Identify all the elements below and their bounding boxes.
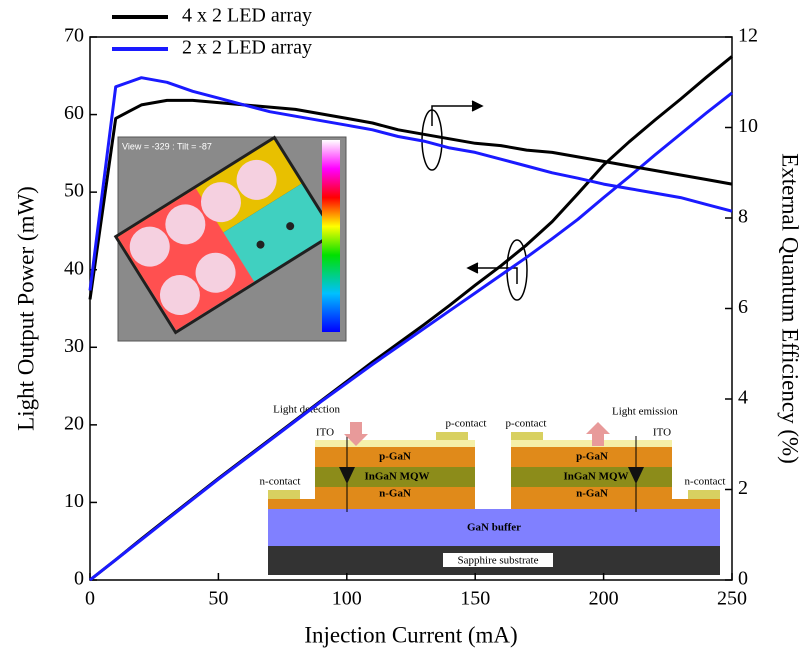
y-tick-label: 70: [64, 25, 84, 47]
y-tick-label: 60: [64, 102, 84, 124]
device-label: n-contact: [685, 476, 726, 488]
device-label: p-GaN: [379, 451, 411, 463]
emission-map-inset: View = -329 : Tilt = -87: [114, 135, 346, 341]
y2-tick-label: 0: [738, 568, 748, 590]
legend-label: 4 x 2 LED array: [182, 5, 312, 27]
y-tick-label: 40: [64, 257, 84, 279]
device-label: Light emission: [612, 406, 678, 418]
x-tick-label: 50: [208, 588, 228, 610]
device-label: ITO: [316, 427, 334, 439]
device-label: ITO: [653, 427, 671, 439]
device-inset: [268, 422, 720, 575]
device-label: InGaN MQW: [563, 471, 628, 483]
y2-tick-label: 4: [738, 387, 748, 409]
device-label: n-contact: [260, 476, 301, 488]
map-caption: View = -329 : Tilt = -87: [122, 141, 212, 151]
device-label: p-contact: [446, 418, 487, 430]
annotations: [422, 101, 527, 300]
y-tick-label: 30: [64, 335, 84, 357]
x-axis-label: Injection Current (mA): [304, 622, 517, 647]
y-tick-label: 10: [64, 490, 84, 512]
x-tick-label: 200: [589, 588, 619, 610]
y2-tick-label: 8: [738, 206, 748, 228]
device-label: n-GaN: [576, 488, 608, 500]
x-tick-label: 0: [85, 588, 95, 610]
x-tick-label: 100: [332, 588, 362, 610]
x-tick-label: 150: [460, 588, 490, 610]
y2-tick-label: 10: [738, 115, 758, 137]
y2-tick-label: 12: [738, 25, 758, 47]
y-tick-label: 20: [64, 412, 84, 434]
y2-tick-label: 6: [738, 296, 748, 318]
y-tick-label: 50: [64, 180, 84, 202]
y2-tick-label: 2: [738, 477, 748, 499]
y2-axis-label: External Quantum Efficiency (%): [778, 153, 803, 464]
device-label: p-GaN: [576, 451, 608, 463]
chart: View = -329 : Tilt = -87 Light detection…: [0, 0, 808, 655]
device-label: GaN buffer: [467, 522, 521, 534]
device-label: p-contact: [506, 418, 547, 430]
x-tick-label: 250: [717, 588, 747, 610]
y-tick-label: 0: [74, 568, 84, 590]
device-label: n-GaN: [379, 488, 411, 500]
y-axis-label: Light Output Power (mW): [13, 186, 38, 431]
legend-label: 2 x 2 LED array: [182, 37, 312, 59]
device-label: Sapphire substrate: [458, 555, 539, 567]
device-label: InGaN MQW: [364, 471, 429, 483]
